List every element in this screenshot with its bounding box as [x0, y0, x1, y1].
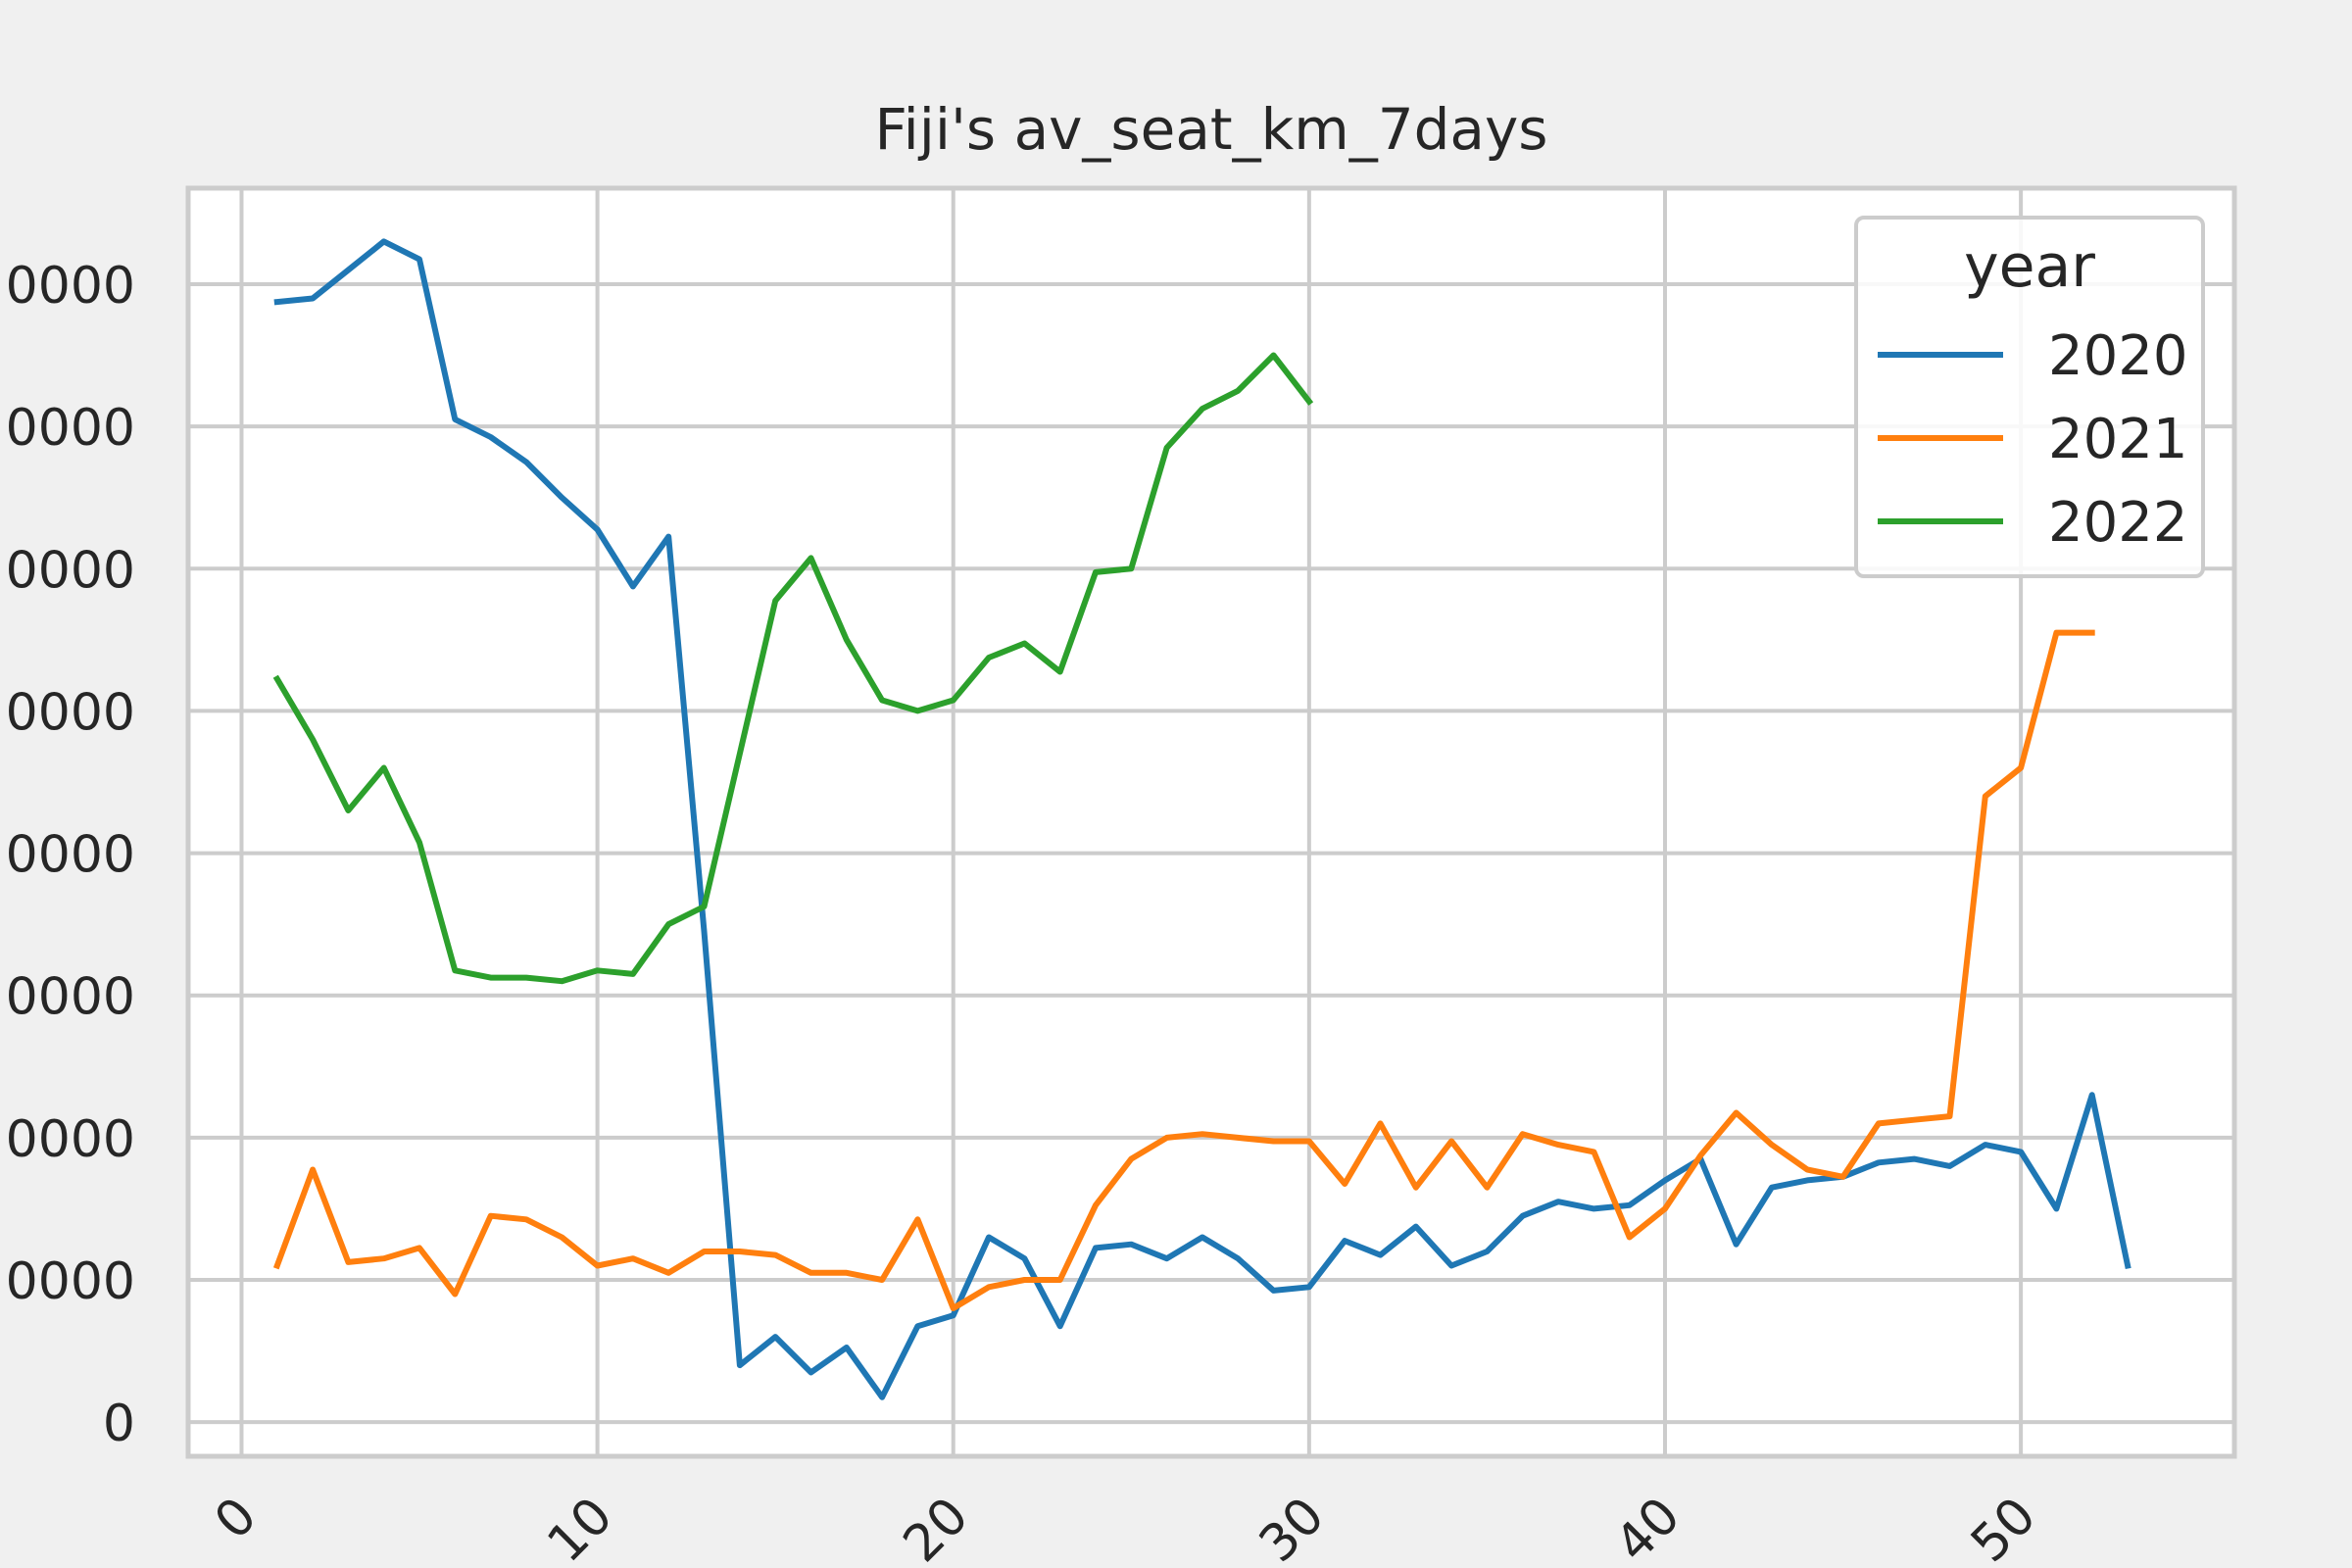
legend-label-2020: 2020 — [2048, 324, 2188, 388]
y-tick-label: 0000 — [6, 257, 135, 316]
y-tick-label: 0000 — [6, 826, 135, 885]
y-tick-label: 0 — [103, 1395, 135, 1453]
x-tick-label: 50 — [1960, 1487, 2047, 1568]
series-line-2022 — [272, 352, 1314, 985]
chart-title: Fiji's av_seat_km_7days — [874, 96, 1547, 163]
legend: year 2020 2021 2022 — [1854, 216, 2205, 578]
y-tick-label: 0000 — [6, 399, 135, 458]
y-tick-label: 0000 — [6, 1252, 135, 1311]
y-tick-label: 0000 — [6, 541, 135, 600]
y-tick-label: 0000 — [6, 968, 135, 1027]
y-tick-label: 0000 — [6, 1110, 135, 1169]
x-tick-label: 10 — [537, 1487, 624, 1568]
x-gridlines — [239, 188, 2024, 1456]
series-line-2021 — [272, 629, 2095, 1311]
series-line-2020 — [273, 238, 2132, 1400]
legend-title: year — [1964, 232, 2095, 301]
x-tick-label: 20 — [893, 1487, 980, 1568]
y-tick-label: 0000 — [6, 683, 135, 742]
x-tick-labels: 0 10 20 30 40 50 — [204, 1487, 2047, 1568]
x-tick-label: 0 — [204, 1487, 269, 1551]
x-tick-label: 40 — [1604, 1487, 1691, 1568]
legend-label-2022: 2022 — [2048, 491, 2188, 555]
series-lines — [272, 238, 2132, 1400]
legend-box — [1854, 216, 2205, 578]
legend-label-2021: 2021 — [2048, 408, 2188, 471]
x-tick-label: 30 — [1249, 1487, 1336, 1568]
